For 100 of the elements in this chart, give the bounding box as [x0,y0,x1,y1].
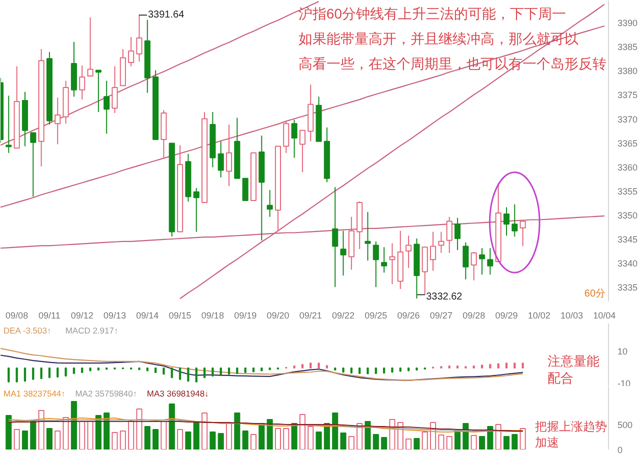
bar [128,421,134,450]
bar [210,432,216,450]
candlestick [30,132,36,198]
y-tick-label: 3360 [618,162,638,172]
candlestick [364,212,371,262]
annotation: 3332.62 [426,292,463,302]
bar [95,415,102,450]
bar [381,437,388,450]
candlestick [430,231,436,272]
series-label: DEA -3.503↑ [4,326,52,336]
bar [364,421,371,450]
bar [503,436,510,450]
annotation: 60分 [584,288,606,300]
y-tick-label: 3385 [618,42,638,52]
bar [14,429,20,450]
x-tick-label: 09/08 [6,310,28,320]
bar [79,421,86,450]
candlestick [193,188,200,232]
y-tick-label: 3390 [618,18,638,28]
y-tick-label: 3345 [618,234,638,244]
bar [112,432,118,450]
text: MA2 35759840↑ [75,388,138,398]
y-tick-label: 3340 [618,258,638,269]
bar [372,434,379,450]
y-tick-label: 500 [618,420,633,430]
candlestick [389,242,396,285]
candlestick [87,16,94,76]
bar [136,408,142,450]
text: MA1 38237544↑ [4,388,66,398]
candlestick [340,230,346,276]
bar [446,436,452,450]
bar [250,434,257,450]
x-tick-label: 09/11 [38,310,60,320]
candlestick [128,36,134,67]
x-tick-label: 09/28 [462,310,486,320]
bar [332,412,338,450]
candlestick [381,246,388,274]
candlestick [478,248,486,276]
y-tick-label: 3365 [618,138,638,148]
x-tick-label: 09/14 [136,310,159,320]
bar [258,423,265,450]
x-tick-label: 09/13 [103,310,126,320]
bar [356,423,363,450]
bar [54,430,61,450]
bar [454,430,461,450]
candlestick [406,235,412,268]
bar [316,432,322,450]
x-tick-label: 09/15 [168,310,192,320]
bar [30,421,36,450]
bar [389,419,396,450]
annotation: 注意量能配合 [548,354,600,386]
candlestick [291,119,298,158]
candlestick [283,120,290,154]
bar [168,404,175,450]
bar [438,434,444,450]
candlestick [462,242,469,280]
y-tick-label: 3370 [618,114,638,124]
candlestick [136,14,142,62]
bar [308,426,314,450]
candlestick [438,231,444,254]
y-tick-label: 10 [618,346,628,357]
x-tick-label: 09/29 [495,310,518,320]
text: MA3 36981948↓ [146,388,209,398]
annotation: 3391.64 [148,10,185,20]
annotation: MACD 2.917↑ [65,326,118,336]
annotation: 把握上涨趋势加速 [534,420,607,450]
candlestick [520,220,526,247]
bar [38,410,44,450]
candlestick [446,216,452,254]
bar [70,401,77,450]
candlestick [95,70,102,113]
bar [201,412,208,450]
x-tick-label: 09/20 [266,310,290,320]
bar [266,419,273,450]
bar [22,430,28,450]
bar [495,424,502,450]
candlestick [512,204,518,238]
candlestick [332,186,338,288]
bar [120,430,126,450]
bar [177,429,184,450]
bar [340,432,346,450]
bar [234,412,240,450]
bar [6,415,12,450]
bar [87,421,94,450]
bar [226,423,232,450]
candlestick [104,80,110,134]
bar [406,438,412,450]
bar [242,430,248,450]
x-tick-label: 09/18 [201,310,224,320]
y-tick-label: 3380 [618,66,638,76]
candlestick [54,97,61,145]
y-tick-label: 3355 [618,186,638,196]
bar [144,426,150,450]
x-tick-label: 10/03 [560,310,584,320]
x-tick-label: 10/02 [528,310,550,320]
candlestick [218,140,224,178]
line-series [0,354,524,381]
bar [487,426,494,450]
bar [185,432,192,450]
x-tick-label: 10/04 [593,310,616,320]
